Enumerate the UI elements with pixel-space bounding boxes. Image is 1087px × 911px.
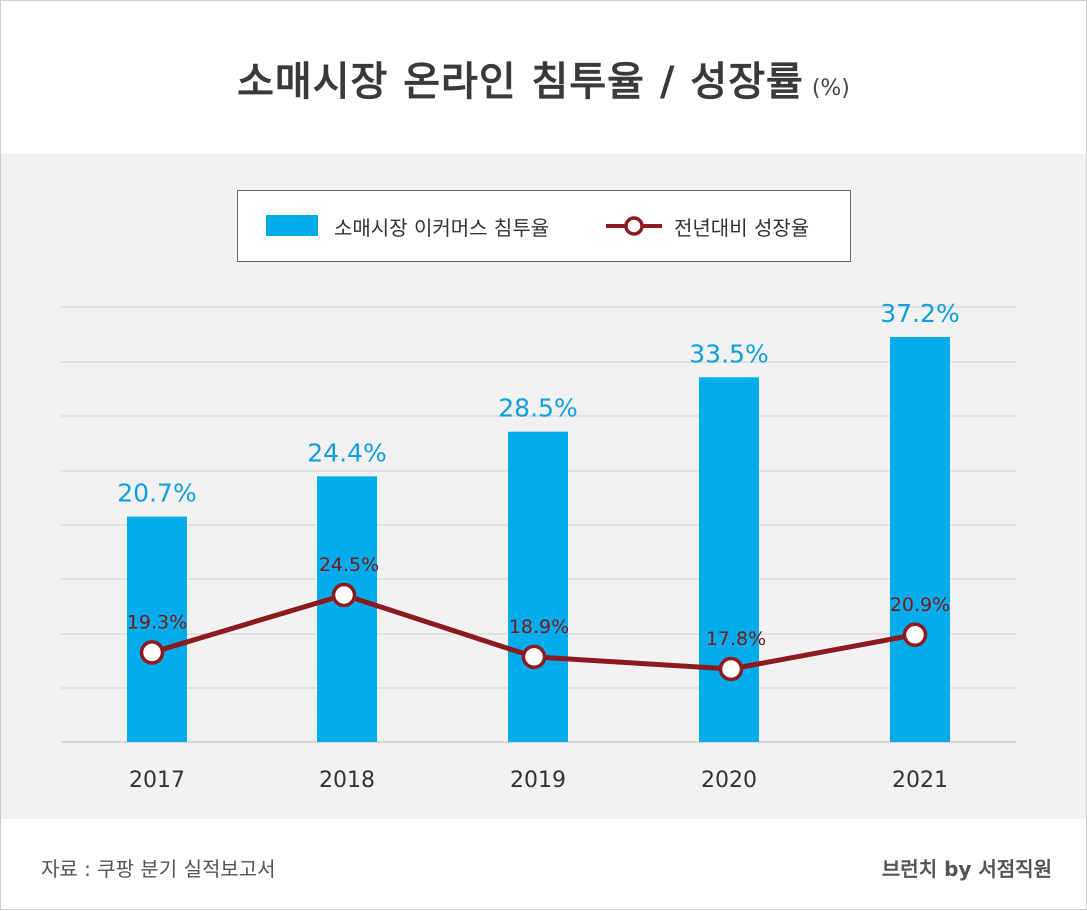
legend-line-icon — [606, 216, 662, 236]
bar-label-2021: 37.2% — [880, 299, 959, 328]
x-tick-2018: 2018 — [319, 768, 375, 793]
header: 소매시장 온라인 침투율 / 성장률 (%) — [1, 1, 1086, 154]
growth-point-2018 — [331, 582, 357, 608]
x-tick-2019: 2019 — [510, 768, 566, 793]
bar-2017 — [127, 516, 187, 742]
growth-label-2020: 17.8% — [706, 628, 766, 650]
bar-2020 — [699, 377, 759, 742]
brand-credit: 브런치 by 서점직원 — [881, 857, 1052, 881]
bar-2018 — [317, 476, 377, 742]
chart-title-text: 소매시장 온라인 침투율 / 성장률 — [237, 59, 804, 105]
bar-label-2019: 28.5% — [498, 394, 577, 423]
growth-point-2021 — [902, 622, 928, 648]
growth-point-2020 — [718, 656, 744, 682]
chart-unit: (%) — [811, 76, 850, 101]
legend-bar-swatch — [266, 215, 318, 236]
x-tick-2017: 2017 — [129, 768, 185, 793]
growth-point-2019 — [521, 644, 547, 670]
x-tick-2020: 2020 — [701, 768, 757, 793]
bar-2019 — [508, 431, 568, 742]
legend: 소매시장 이커머스 침투율 전년대비 성장율 — [237, 190, 851, 262]
growth-point-2017 — [139, 640, 165, 665]
bar-label-2020: 33.5% — [689, 339, 768, 368]
footer: 자료 : 쿠팡 분기 실적보고서 브런치 by 서점직원 — [1, 819, 1086, 909]
bar-label-2017: 20.7% — [117, 479, 196, 508]
growth-label-2019: 18.9% — [509, 616, 569, 638]
bar-label-2018: 24.4% — [307, 438, 386, 467]
growth-label-2017: 19.3% — [127, 611, 187, 633]
growth-label-2018: 24.5% — [319, 554, 379, 576]
legend-bar-label: 소매시장 이커머스 침투율 — [334, 216, 550, 240]
x-tick-2021: 2021 — [892, 768, 948, 793]
legend-line-label: 전년대비 성장율 — [674, 216, 810, 240]
growth-label-2021: 20.9% — [890, 594, 950, 616]
source-note: 자료 : 쿠팡 분기 실적보고서 — [41, 857, 276, 881]
chart-title: 소매시장 온라인 침투율 / 성장률 (%) — [1, 49, 1086, 107]
bar-2021 — [890, 337, 950, 742]
